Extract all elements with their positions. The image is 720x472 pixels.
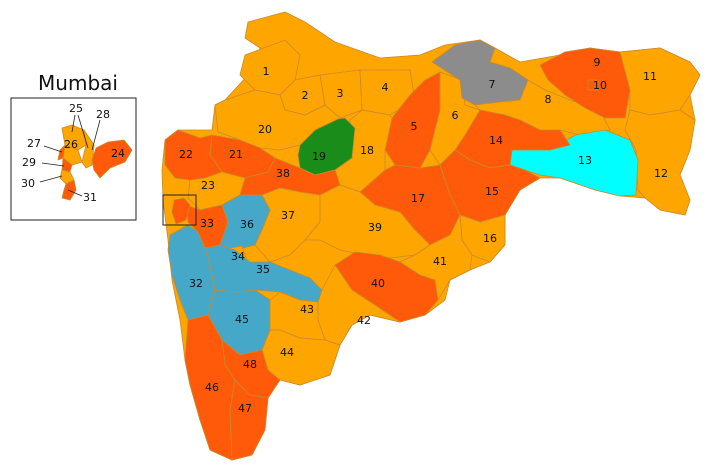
label-20: 20 xyxy=(258,123,272,136)
label-16: 16 xyxy=(483,232,497,245)
label-22: 22 xyxy=(179,148,193,161)
mumbai-locator-shape xyxy=(171,197,191,225)
label-39: 39 xyxy=(368,221,382,234)
label-47: 47 xyxy=(238,402,252,415)
label-33: 33 xyxy=(200,217,214,230)
constituency-47[interactable] xyxy=(229,379,269,461)
label-31: 31 xyxy=(83,191,97,204)
constituency-9[interactable] xyxy=(587,79,599,91)
constituency-11[interactable] xyxy=(619,47,701,116)
label-23: 23 xyxy=(201,179,215,192)
label-36: 36 xyxy=(240,218,254,231)
constituency-10[interactable] xyxy=(539,47,631,119)
label-15: 15 xyxy=(485,185,499,198)
label-8: 8 xyxy=(545,93,552,106)
label-25: 25 xyxy=(69,102,83,115)
constituency-41[interactable] xyxy=(399,214,473,301)
label-7: 7 xyxy=(489,78,496,91)
label-45: 45 xyxy=(235,313,249,326)
label-13: 13 xyxy=(578,154,592,167)
constituency-3[interactable] xyxy=(319,69,363,119)
label-28: 28 xyxy=(96,108,110,121)
label-48: 48 xyxy=(243,358,257,371)
label-9: 9 xyxy=(594,56,601,69)
label-34: 34 xyxy=(231,250,245,263)
label-37: 37 xyxy=(281,209,295,222)
label-40: 40 xyxy=(371,277,385,290)
label-44: 44 xyxy=(280,346,294,359)
constituency-24[interactable] xyxy=(91,139,133,179)
constituency-28[interactable] xyxy=(81,129,95,169)
label-17: 17 xyxy=(411,192,425,205)
label-35: 35 xyxy=(256,263,270,276)
label-26: 26 xyxy=(64,138,78,151)
label-3: 3 xyxy=(337,87,344,100)
label-24: 24 xyxy=(111,147,125,160)
label-41: 41 xyxy=(433,255,447,268)
label-2: 2 xyxy=(302,89,309,102)
label-18: 18 xyxy=(360,144,374,157)
mumbai-locator-box xyxy=(162,194,197,226)
label-29: 29 xyxy=(22,156,36,169)
label-38: 38 xyxy=(276,167,290,180)
label-42: 42 xyxy=(357,314,371,327)
label-30: 30 xyxy=(21,177,35,190)
label-12: 12 xyxy=(654,167,668,180)
label-32: 32 xyxy=(189,277,203,290)
label-43: 43 xyxy=(300,303,314,316)
label-10: 10 xyxy=(593,79,607,92)
label-21: 21 xyxy=(229,148,243,161)
inset-leaders xyxy=(39,114,101,197)
constituency-37[interactable] xyxy=(254,187,321,263)
label-6: 6 xyxy=(452,109,459,122)
label-19: 19 xyxy=(312,150,326,163)
label-11: 11 xyxy=(643,70,657,83)
label-14: 14 xyxy=(489,134,503,147)
label-1: 1 xyxy=(263,65,270,78)
mumbai-inset-title: Mumbai xyxy=(38,71,118,95)
label-4: 4 xyxy=(382,81,389,94)
constituency-13[interactable] xyxy=(509,129,639,197)
label-5: 5 xyxy=(411,120,418,133)
constituency-labels: 1 2 3 4 5 6 7 8 9 10 11 12 13 14 15 16 1… xyxy=(21,56,668,415)
label-27: 27 xyxy=(27,137,41,150)
label-46: 46 xyxy=(205,381,219,394)
